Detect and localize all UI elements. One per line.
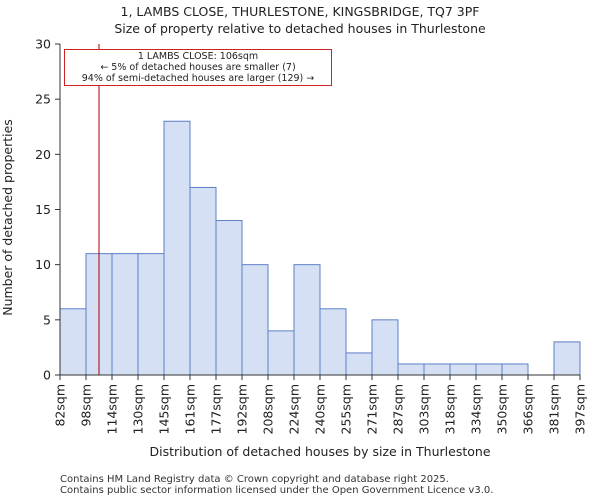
chart-title-line2: Size of property relative to detached ho… xyxy=(114,21,486,36)
x-tick-label: 271sqm xyxy=(365,384,380,434)
histogram-bar xyxy=(449,363,477,376)
histogram-bar xyxy=(163,120,191,376)
histogram-bar xyxy=(293,264,321,376)
x-tick-label: 177sqm xyxy=(209,384,224,434)
annotation-line2: ← 5% of detached houses are smaller (7) xyxy=(100,62,296,73)
x-tick-label: 303sqm xyxy=(417,384,432,434)
histogram-bar xyxy=(267,330,295,376)
annotation-line3: 94% of semi-detached houses are larger (… xyxy=(81,73,315,84)
histogram-bar xyxy=(345,352,373,376)
histogram-bar xyxy=(59,308,87,376)
histogram-bar xyxy=(397,363,425,376)
x-tick-label: 334sqm xyxy=(469,384,484,434)
y-tick-label: 0 xyxy=(43,368,51,383)
x-tick-label: 130sqm xyxy=(131,384,146,434)
footer-line1: Contains HM Land Registry data © Crown c… xyxy=(60,474,449,485)
x-tick-label: 98sqm xyxy=(79,384,94,427)
x-tick-label: 350sqm xyxy=(495,384,510,434)
x-tick-label: 287sqm xyxy=(391,384,406,434)
histogram-bar xyxy=(475,363,503,376)
histogram-bar xyxy=(553,341,581,376)
y-tick-label: 30 xyxy=(35,37,51,52)
histogram-bar xyxy=(137,253,165,376)
x-tick-label: 224sqm xyxy=(287,384,302,434)
x-tick-label: 318sqm xyxy=(443,384,458,434)
y-tick-label: 5 xyxy=(43,312,51,327)
histogram-bar xyxy=(111,253,139,376)
histogram-bar xyxy=(215,220,243,376)
x-tick-label: 240sqm xyxy=(313,384,328,434)
annotation-line1: 1 LAMBS CLOSE: 106sqm xyxy=(137,51,259,62)
x-tick-label: 114sqm xyxy=(105,384,120,434)
footer-line2: Contains public sector information licen… xyxy=(60,485,494,496)
x-tick-label: 192sqm xyxy=(235,384,250,434)
histogram-bar xyxy=(319,308,347,376)
property-annotation-box: 1 LAMBS CLOSE: 106sqm ← 5% of detached h… xyxy=(64,49,332,86)
y-tick-label: 10 xyxy=(35,257,51,272)
x-tick-label: 381sqm xyxy=(547,384,562,434)
x-axis-label: Distribution of detached houses by size … xyxy=(149,444,490,459)
x-tick-label: 161sqm xyxy=(183,384,198,434)
histogram-bar xyxy=(371,319,399,376)
y-tick-label: 15 xyxy=(35,202,51,217)
histogram-bar xyxy=(241,264,269,376)
x-tick-label: 82sqm xyxy=(53,384,68,427)
histogram-bar xyxy=(189,186,217,376)
histogram-bar xyxy=(501,363,529,376)
x-tick-label: 397sqm xyxy=(573,384,588,434)
y-tick-label: 20 xyxy=(35,147,51,162)
chart-title-line1: 1, LAMBS CLOSE, THURLESTONE, KINGSBRIDGE… xyxy=(120,4,480,19)
x-tick-label: 255sqm xyxy=(339,384,354,434)
x-tick-label: 366sqm xyxy=(521,384,536,434)
x-tick-label: 145sqm xyxy=(157,384,172,434)
y-axis-label: Number of detached properties xyxy=(0,119,15,316)
y-tick-label: 25 xyxy=(35,92,51,107)
histogram-bar xyxy=(423,363,451,376)
x-tick-label: 208sqm xyxy=(261,384,276,434)
